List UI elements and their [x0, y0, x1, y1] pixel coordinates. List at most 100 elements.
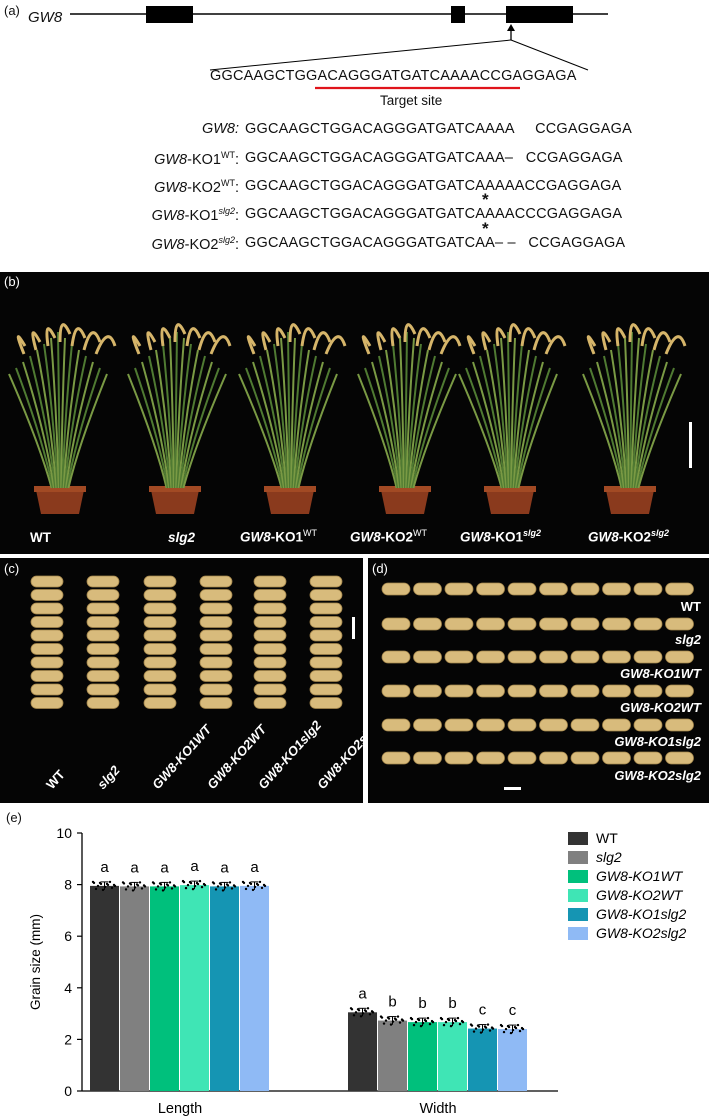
rice-grain	[602, 718, 631, 732]
plant-leaf	[632, 349, 654, 489]
rice-grain	[413, 684, 442, 698]
plant-panicle	[481, 331, 492, 351]
rice-grain	[199, 602, 233, 615]
plant-leaf	[511, 343, 523, 489]
y-tick-label: 8	[64, 877, 72, 893]
plant-leaf	[295, 361, 324, 489]
row-label: GW8-KO1slg2:	[151, 206, 239, 224]
plant-leaf	[162, 343, 174, 489]
plant-label: WT	[30, 530, 51, 545]
plant-leaf	[515, 361, 544, 489]
data-point	[191, 887, 195, 891]
plant-leaf	[61, 343, 73, 489]
data-point	[122, 882, 126, 885]
bar	[90, 885, 119, 1091]
data-point	[359, 1015, 363, 1018]
plant-panicle	[82, 331, 102, 351]
plant-leaf	[50, 337, 60, 489]
legend-swatch	[568, 851, 588, 864]
data-point	[357, 1009, 361, 1012]
rice-grain	[413, 582, 442, 596]
data-point	[263, 884, 267, 888]
plant-leaf	[631, 343, 647, 489]
grain-width-label: slg2	[675, 632, 702, 647]
scale-bar-d	[504, 787, 521, 790]
plant-panicle	[31, 331, 42, 351]
target-sequence: GGCAAGCTGGACAGGGATGATCAAAACCGAGGAGA	[210, 68, 577, 84]
plant-panicle	[324, 335, 347, 355]
plant-leaf	[266, 349, 288, 489]
rice-grain	[570, 718, 600, 732]
legend-label: GW8-KO1WT	[596, 868, 684, 884]
plant-pot	[151, 490, 199, 514]
rice-grain	[602, 617, 631, 631]
plant-panicle	[586, 335, 597, 355]
rice-grain	[570, 617, 600, 631]
data-point	[514, 1026, 518, 1030]
rice-grain	[309, 683, 343, 696]
significance-letter: c	[509, 1002, 517, 1019]
rice-grain	[444, 582, 474, 596]
plant-photo-panel: (b) WT slg2 GW8-KO1WT GW8-KO2WT GW8-KO1s…	[0, 272, 709, 554]
data-point	[161, 889, 165, 892]
panel-c-label: (c)	[4, 561, 20, 576]
grain-width-label: GW8-KO1WT	[620, 666, 702, 681]
data-point	[474, 1027, 478, 1030]
significance-letter: b	[388, 994, 396, 1011]
plant-panicle	[427, 331, 447, 351]
bar	[180, 885, 209, 1091]
rice-grain	[570, 751, 600, 765]
data-point	[410, 1017, 414, 1021]
data-point	[521, 1027, 525, 1031]
rice-grain	[444, 650, 474, 664]
plant-pot-rim	[264, 486, 316, 492]
plant-label: GW8-KO1WT	[240, 528, 318, 545]
data-point	[126, 885, 130, 888]
plant-leaf	[410, 361, 443, 489]
plant-leaf	[610, 349, 628, 489]
data-point	[173, 885, 177, 888]
rice-grain	[199, 670, 233, 682]
panel-b-label: (b)	[4, 274, 20, 289]
data-point	[389, 1023, 393, 1026]
rice-grain	[507, 582, 537, 596]
plant-panicle	[376, 331, 387, 351]
data-point	[511, 1028, 515, 1032]
rice-grain	[86, 589, 120, 601]
plant-leaf	[385, 349, 403, 489]
plant-label: GW8-KO1slg2	[460, 528, 542, 545]
rice-grain	[309, 656, 343, 669]
plant-pot-rim	[379, 486, 431, 492]
plant-panicle	[520, 327, 537, 347]
bar	[408, 1022, 437, 1091]
data-point	[484, 1026, 488, 1029]
data-point	[382, 1022, 386, 1025]
rice-grain	[309, 670, 343, 682]
data-point	[233, 885, 237, 888]
data-point	[424, 1019, 428, 1023]
rice-grain	[143, 697, 177, 709]
data-point	[186, 883, 190, 887]
plant-panicle	[601, 331, 612, 351]
data-point	[256, 883, 260, 887]
exon-1	[146, 6, 193, 23]
plant-leaf	[245, 367, 284, 489]
plant-leaf	[635, 361, 668, 489]
data-point	[242, 881, 246, 885]
plant-label: GW8-KO2WT	[350, 528, 428, 545]
plant-leaf	[371, 361, 400, 489]
plant-leaf	[60, 337, 66, 489]
plant-leaf	[582, 373, 623, 489]
rice-grain	[143, 629, 177, 642]
row-label: GW8-KO1WT:	[154, 150, 239, 168]
rice-grain	[86, 670, 120, 682]
data-point	[458, 1022, 462, 1026]
data-point	[184, 886, 188, 890]
bar	[240, 885, 269, 1091]
plant-pot-rim	[604, 486, 656, 492]
data-point	[203, 883, 207, 887]
rice-grain	[86, 575, 120, 588]
data-point	[398, 1021, 402, 1024]
rice-grain	[570, 650, 600, 664]
zoom-line-right	[510, 39, 589, 71]
